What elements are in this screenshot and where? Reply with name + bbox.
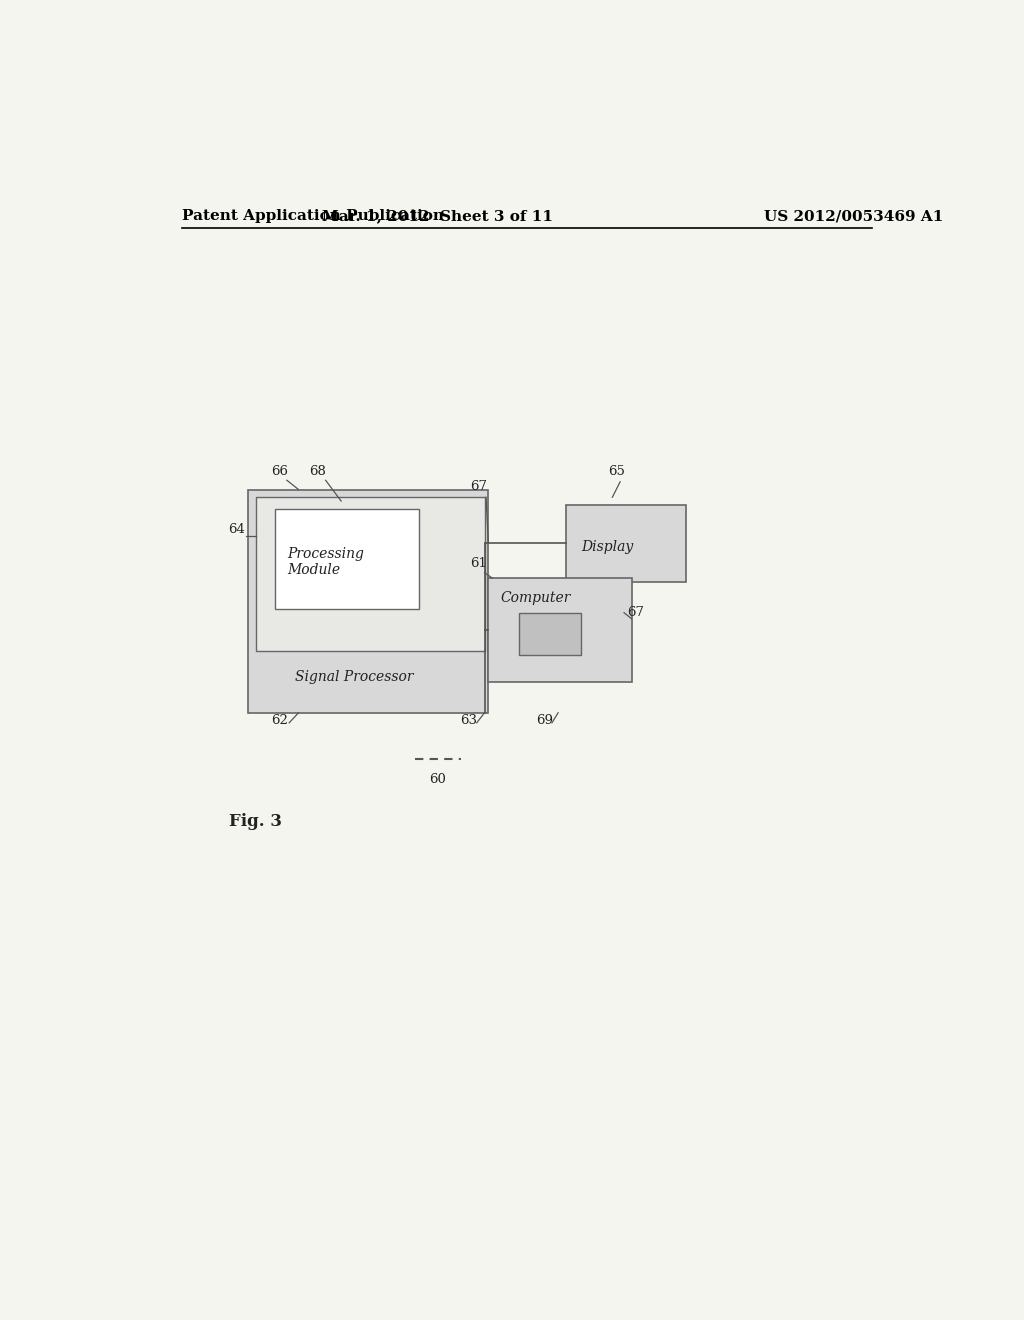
Bar <box>519 612 582 655</box>
Text: 69: 69 <box>536 714 553 726</box>
Text: 65: 65 <box>608 465 625 478</box>
Text: 61: 61 <box>470 557 486 570</box>
Text: Display: Display <box>582 540 634 553</box>
Text: Computer: Computer <box>500 591 570 605</box>
Bar <box>248 490 488 713</box>
Bar <box>488 578 632 682</box>
Text: 63: 63 <box>461 714 477 726</box>
Text: 62: 62 <box>271 714 289 726</box>
Text: Mar. 1, 2012  Sheet 3 of 11: Mar. 1, 2012 Sheet 3 of 11 <box>323 209 554 223</box>
Text: Fig. 3: Fig. 3 <box>228 813 282 830</box>
Bar <box>566 506 686 582</box>
Text: Signal Processor: Signal Processor <box>295 671 413 685</box>
Text: 68: 68 <box>309 465 327 478</box>
Text: 60: 60 <box>429 774 446 785</box>
Text: Processing
Module: Processing Module <box>287 548 364 577</box>
Text: US 2012/0053469 A1: US 2012/0053469 A1 <box>764 209 943 223</box>
Bar <box>275 508 419 609</box>
Text: 66: 66 <box>270 465 288 478</box>
Bar <box>256 498 484 651</box>
Text: 67: 67 <box>470 480 486 494</box>
Text: Patent Application Publication: Patent Application Publication <box>182 209 444 223</box>
Text: 67: 67 <box>627 606 644 619</box>
Text: 64: 64 <box>228 523 245 536</box>
